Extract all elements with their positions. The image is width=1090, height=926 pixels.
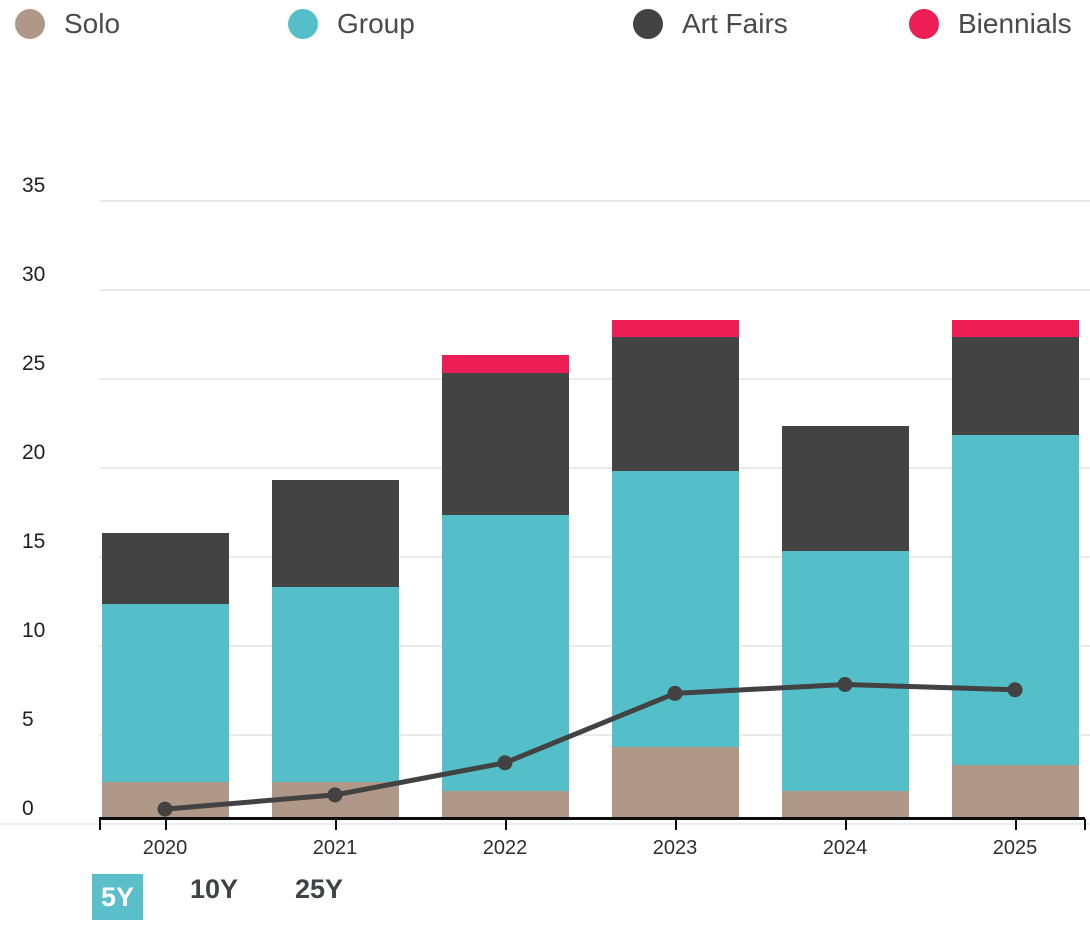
legend-label-solo: Solo [64,8,121,39]
solo-legend-dot-icon [15,9,45,39]
legend: Solo Group Art Fairs Biennials [0,4,1090,46]
x-axis-tick-7 [1084,819,1086,830]
x-axis-label-2023: 2023 [652,837,698,859]
range-button-25y[interactable]: 25Y [295,874,344,904]
y-axis-label-20: 20 [22,441,46,464]
trend-line-path [162,682,1018,812]
legend-item-art-fairs[interactable]: Art Fairs [633,4,788,44]
trend-point-2021[interactable] [327,787,343,803]
legend-item-group[interactable]: Group [288,4,415,44]
x-axis-line [99,817,1085,820]
legend-item-biennials[interactable]: Biennials [909,4,1072,44]
range-button-5y[interactable]: 5Y [92,874,143,920]
y-axis-label-15: 15 [22,530,46,553]
bar-segment-biennials-2025[interactable] [951,319,1079,338]
gridline-y-10 [99,645,1090,647]
bar-segment-group-2020[interactable] [101,604,229,783]
bar-segment-group-2025[interactable] [951,435,1079,765]
gridline-y-30 [99,289,1090,291]
bar-segment-art-fairs-2024[interactable] [781,426,909,551]
x-axis-label-2020: 2020 [142,837,188,859]
trend-point-2024[interactable] [837,677,853,692]
y-axis-label-35: 35 [22,174,46,197]
x-axis-tick-6 [1015,819,1017,830]
legend-item-solo[interactable]: Solo [15,4,120,44]
y-axis-label-10: 10 [22,619,46,642]
bar-segment-art-fairs-2023[interactable] [611,337,739,471]
x-axis-label-2022: 2022 [482,837,528,859]
trend-point-2020[interactable] [157,801,173,817]
gridline-y-5 [99,734,1090,736]
trend-point-2022[interactable] [497,755,513,771]
legend-label-biennials: Biennials [958,8,1072,39]
gridline-y-15 [99,556,1090,558]
y-axis-label-0: 0 [22,797,34,820]
range-button-10y[interactable]: 10Y [190,874,239,904]
gridline-y-0 [0,823,1090,825]
bar-segment-art-fairs-2025[interactable] [951,337,1079,436]
trend-point-2025[interactable] [1007,682,1023,698]
bar-segment-art-fairs-2020[interactable] [101,533,229,605]
bar-segment-solo-2023[interactable] [611,746,739,818]
legend-label-art-fairs: Art Fairs [682,8,788,39]
y-axis-label-5: 5 [22,708,34,731]
x-axis-tick-1 [165,819,167,830]
gridline-y-25 [99,378,1090,380]
x-axis-label-2025: 2025 [992,837,1038,859]
x-axis-tick-3 [505,819,507,830]
x-axis-tick-5 [845,819,847,830]
bar-segment-art-fairs-2021[interactable] [271,479,399,587]
biennials-legend-dot-icon [909,9,939,39]
bar-segment-solo-2024[interactable] [781,791,909,818]
x-axis-tick-0 [99,819,101,830]
x-axis-label-2024: 2024 [822,837,868,859]
art-fairs-legend-dot-icon [633,9,663,39]
group-legend-dot-icon [288,9,318,39]
bar-segment-biennials-2022[interactable] [441,355,569,373]
y-axis-label-30: 30 [22,263,46,286]
bar-segment-group-2024[interactable] [781,551,909,792]
gridline-y-20 [99,467,1090,469]
trend-point-2023[interactable] [667,685,683,701]
legend-label-group: Group [337,8,415,39]
bar-segment-solo-2022[interactable] [441,791,569,818]
bar-segment-solo-2025[interactable] [951,764,1079,818]
bar-segment-art-fairs-2022[interactable] [441,373,569,516]
x-axis-tick-4 [675,819,677,830]
bar-segment-group-2021[interactable] [271,586,399,783]
gridline-y-35 [99,200,1090,202]
bar-segment-biennials-2023[interactable] [611,319,739,338]
x-axis-tick-2 [335,819,337,830]
y-axis-label-25: 25 [22,352,46,375]
x-axis-label-2021: 2021 [312,837,358,859]
